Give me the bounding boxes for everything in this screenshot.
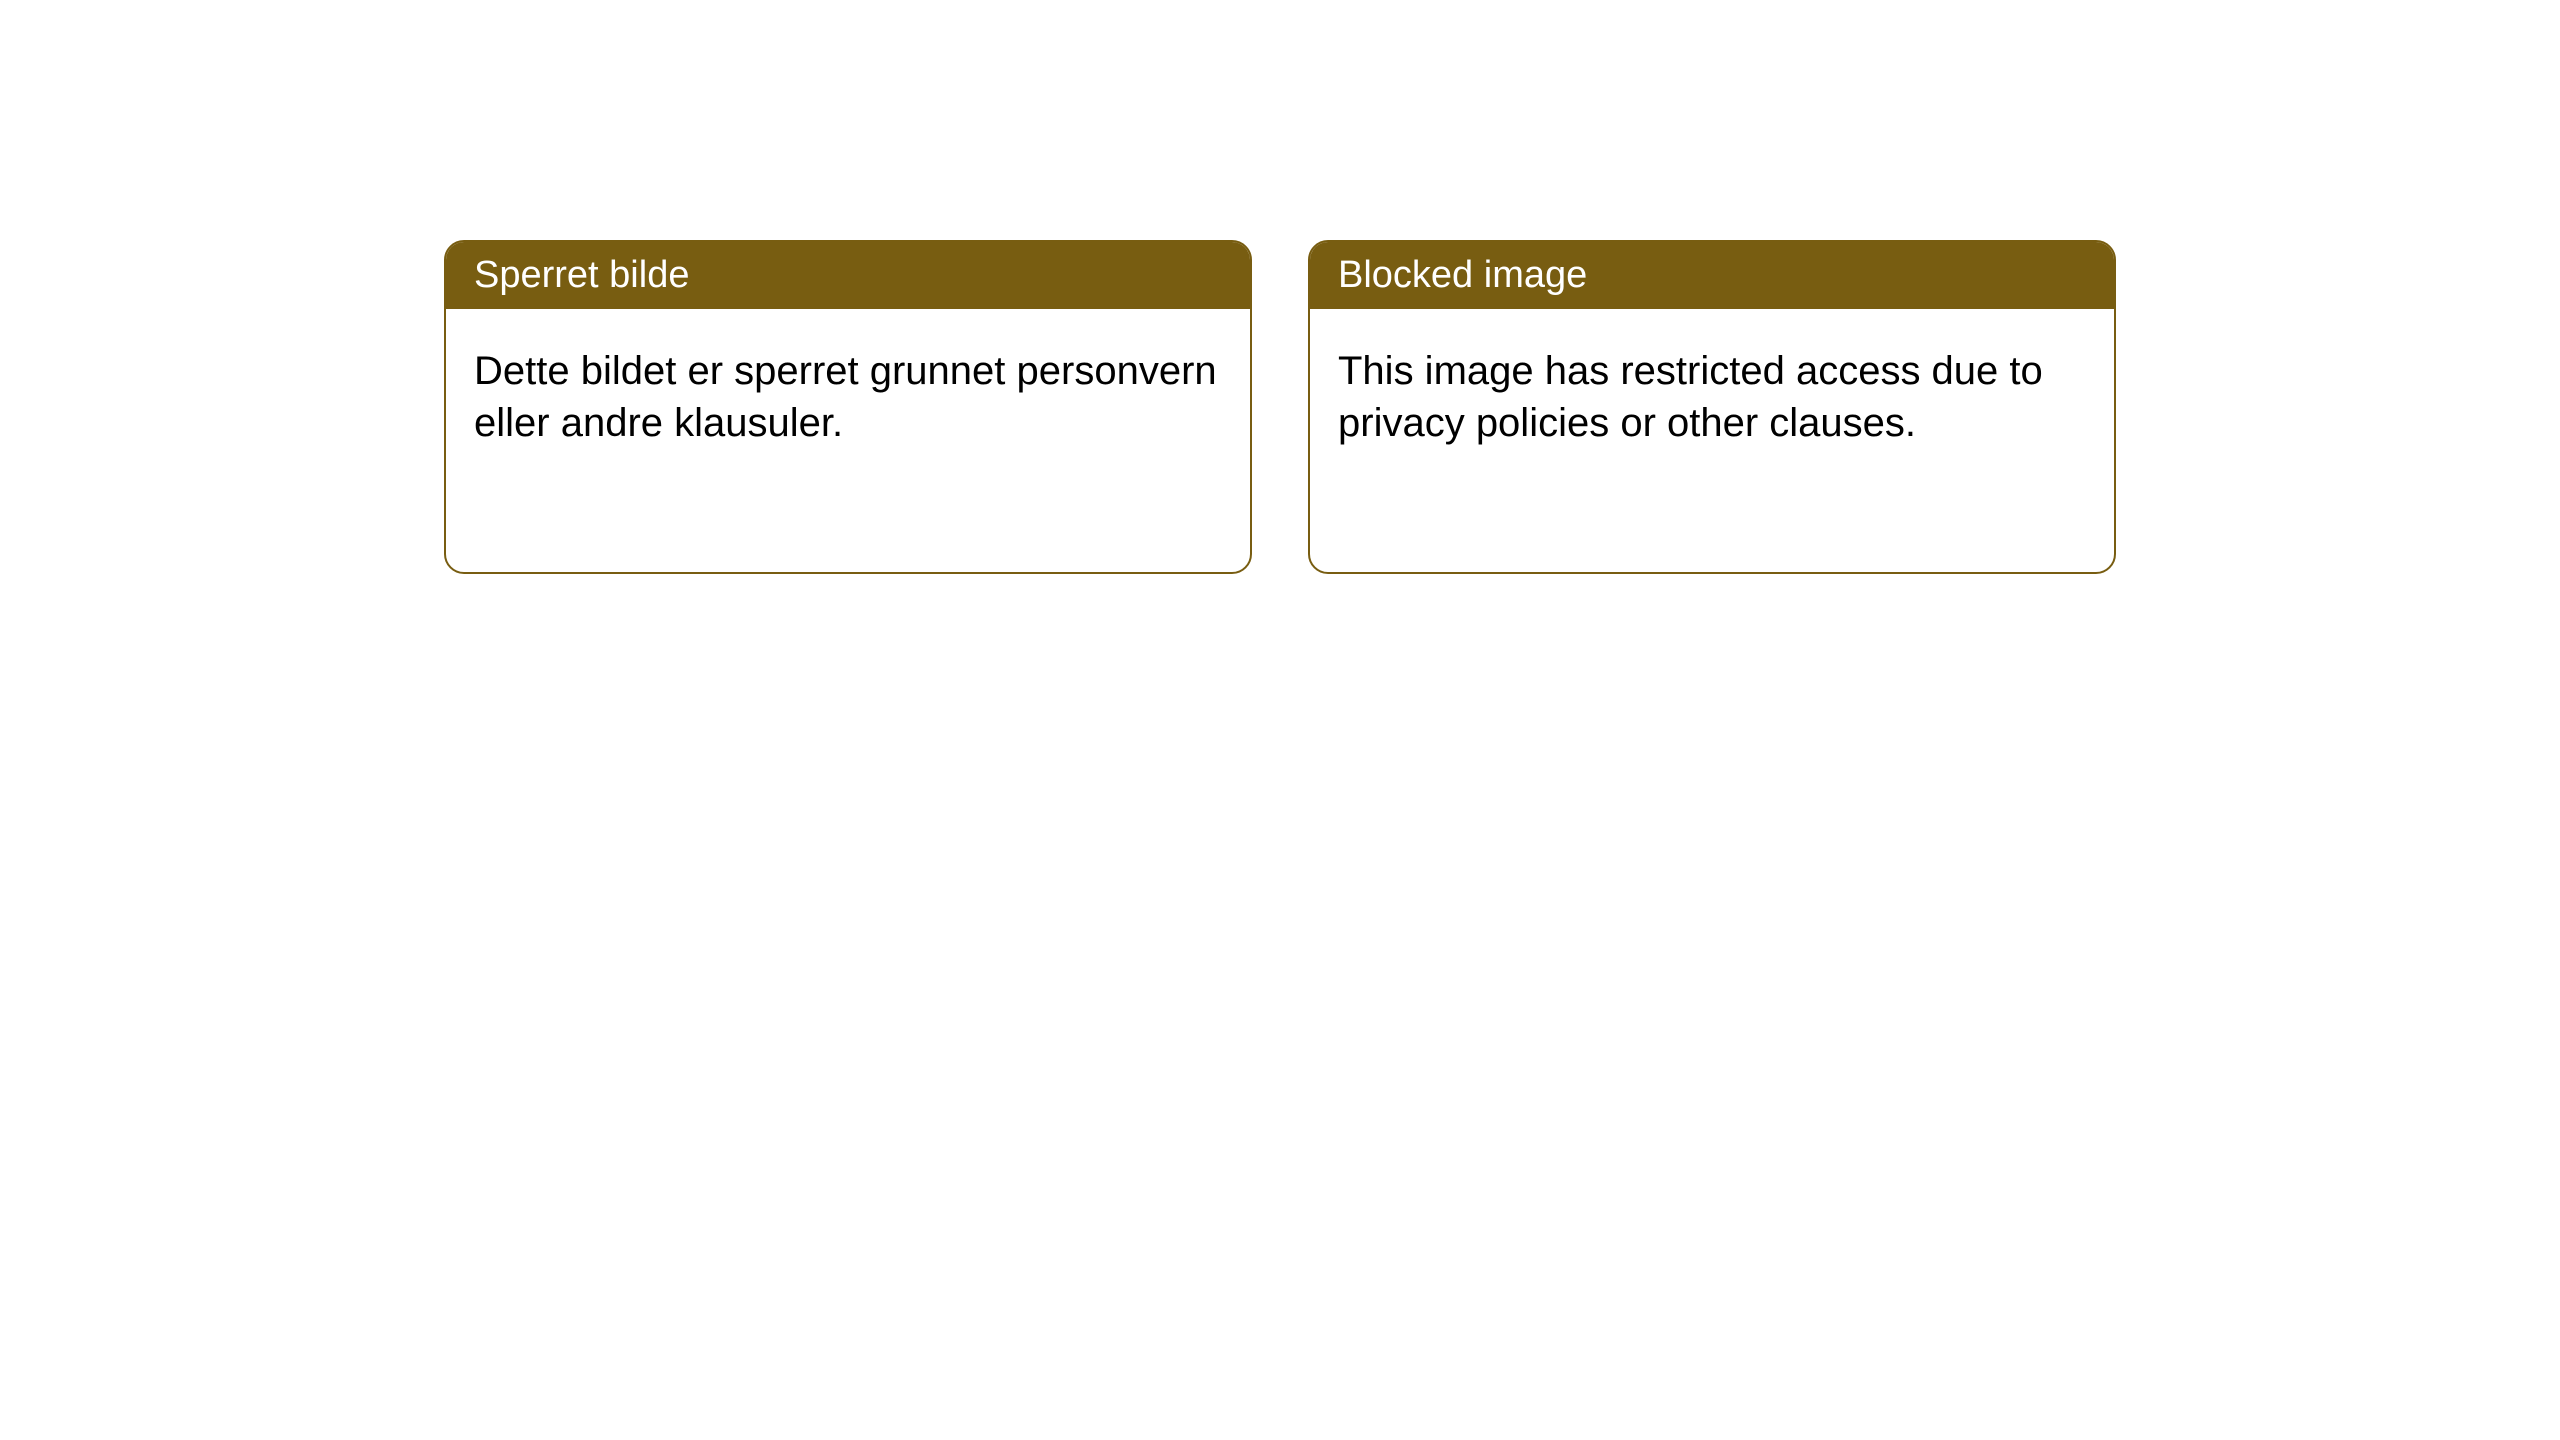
card-body-norwegian: Dette bildet er sperret grunnet personve…: [446, 309, 1250, 477]
card-header-english: Blocked image: [1310, 242, 2114, 309]
card-message: Dette bildet er sperret grunnet personve…: [474, 349, 1217, 445]
message-container: Sperret bilde Dette bildet er sperret gr…: [444, 240, 2116, 574]
blocked-image-card-norwegian: Sperret bilde Dette bildet er sperret gr…: [444, 240, 1252, 574]
card-body-english: This image has restricted access due to …: [1310, 309, 2114, 477]
card-title: Sperret bilde: [474, 254, 689, 296]
card-title: Blocked image: [1338, 254, 1587, 296]
card-message: This image has restricted access due to …: [1338, 349, 2043, 445]
card-header-norwegian: Sperret bilde: [446, 242, 1250, 309]
blocked-image-card-english: Blocked image This image has restricted …: [1308, 240, 2116, 574]
